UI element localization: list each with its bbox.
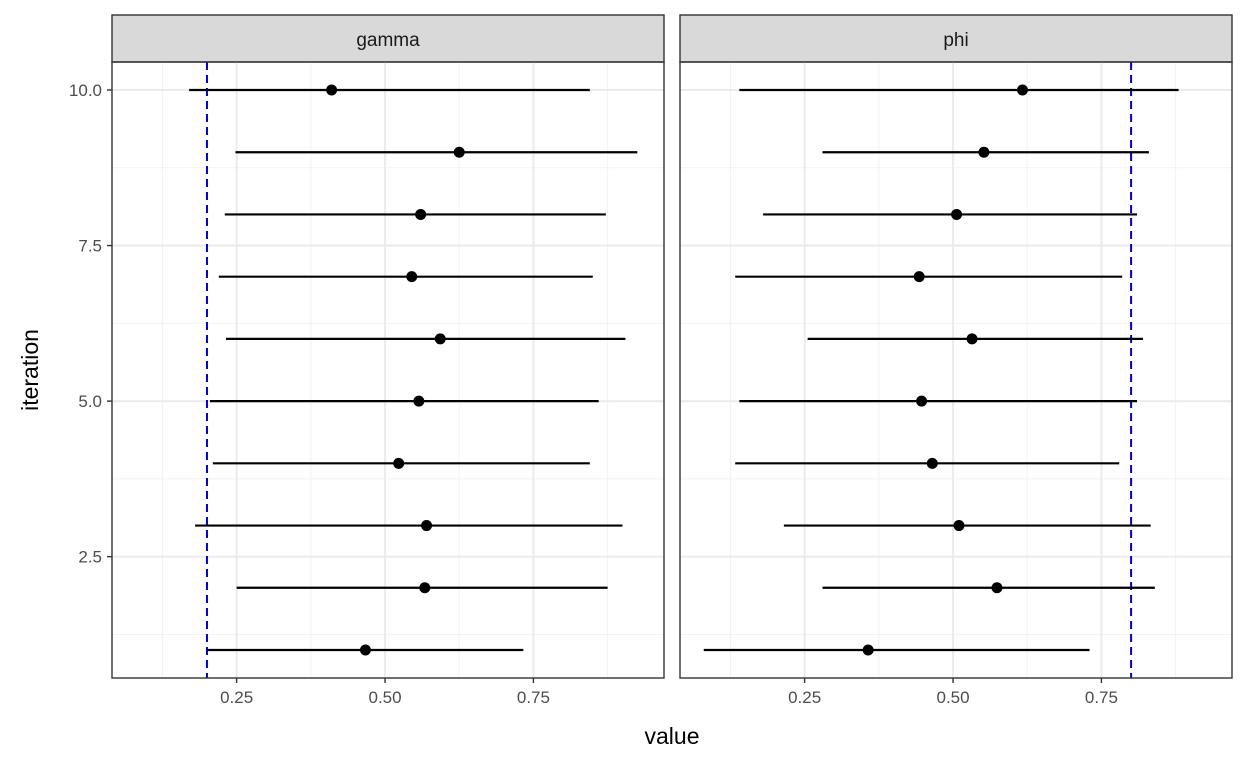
estimate-point bbox=[926, 457, 938, 469]
panel-border-gamma bbox=[111, 61, 665, 679]
estimate-point bbox=[951, 208, 963, 220]
x-tick-label: 0.75 bbox=[517, 688, 550, 707]
estimate-point bbox=[434, 333, 446, 345]
panel-gamma: gamma 0.25 0.50 0.75 bbox=[111, 14, 665, 707]
estimate-point bbox=[966, 333, 978, 345]
x-tick-label: 0.25 bbox=[788, 688, 821, 707]
estimate-point bbox=[1016, 84, 1028, 96]
strip-label-phi: phi bbox=[943, 30, 968, 51]
intervals-phi bbox=[703, 84, 1179, 656]
y-axis: 2.5 5.0 7.5 10.0 bbox=[69, 81, 112, 567]
estimate-point bbox=[453, 146, 465, 158]
x-tick-label: 0.75 bbox=[1085, 688, 1118, 707]
strip-phi bbox=[679, 14, 1233, 63]
estimate-point bbox=[991, 582, 1003, 594]
y-tick-label: 7.5 bbox=[78, 237, 102, 256]
estimate-point bbox=[406, 271, 418, 283]
estimate-point bbox=[953, 520, 965, 532]
estimate-point bbox=[419, 582, 431, 594]
x-axis-title: value bbox=[645, 723, 700, 749]
estimate-point bbox=[862, 644, 874, 656]
estimate-point bbox=[421, 520, 433, 532]
strip-label-gamma: gamma bbox=[356, 30, 420, 51]
estimate-point bbox=[978, 146, 990, 158]
x-tick-label: 0.50 bbox=[368, 688, 401, 707]
y-tick-label: 10.0 bbox=[69, 81, 102, 100]
estimate-point bbox=[393, 457, 405, 469]
x-tick-label: 0.50 bbox=[936, 688, 969, 707]
estimate-point bbox=[913, 271, 925, 283]
x-axis-phi: 0.25 0.50 0.75 bbox=[788, 678, 1118, 707]
estimate-point bbox=[359, 644, 371, 656]
estimate-point bbox=[415, 208, 427, 220]
intervals-gamma bbox=[189, 84, 638, 656]
y-tick-label: 2.5 bbox=[78, 548, 102, 567]
y-axis-title: iteration bbox=[17, 329, 43, 411]
estimate-point bbox=[413, 395, 425, 407]
x-axis-gamma: 0.25 0.50 0.75 bbox=[220, 678, 550, 707]
strip-gamma bbox=[111, 14, 665, 63]
estimate-point bbox=[916, 395, 928, 407]
estimate-point bbox=[326, 84, 338, 96]
panel-phi: phi 0.25 0.50 0.75 bbox=[679, 14, 1233, 707]
x-tick-label: 0.25 bbox=[220, 688, 253, 707]
panel-border-phi bbox=[679, 61, 1233, 679]
y-tick-label: 5.0 bbox=[78, 392, 102, 411]
